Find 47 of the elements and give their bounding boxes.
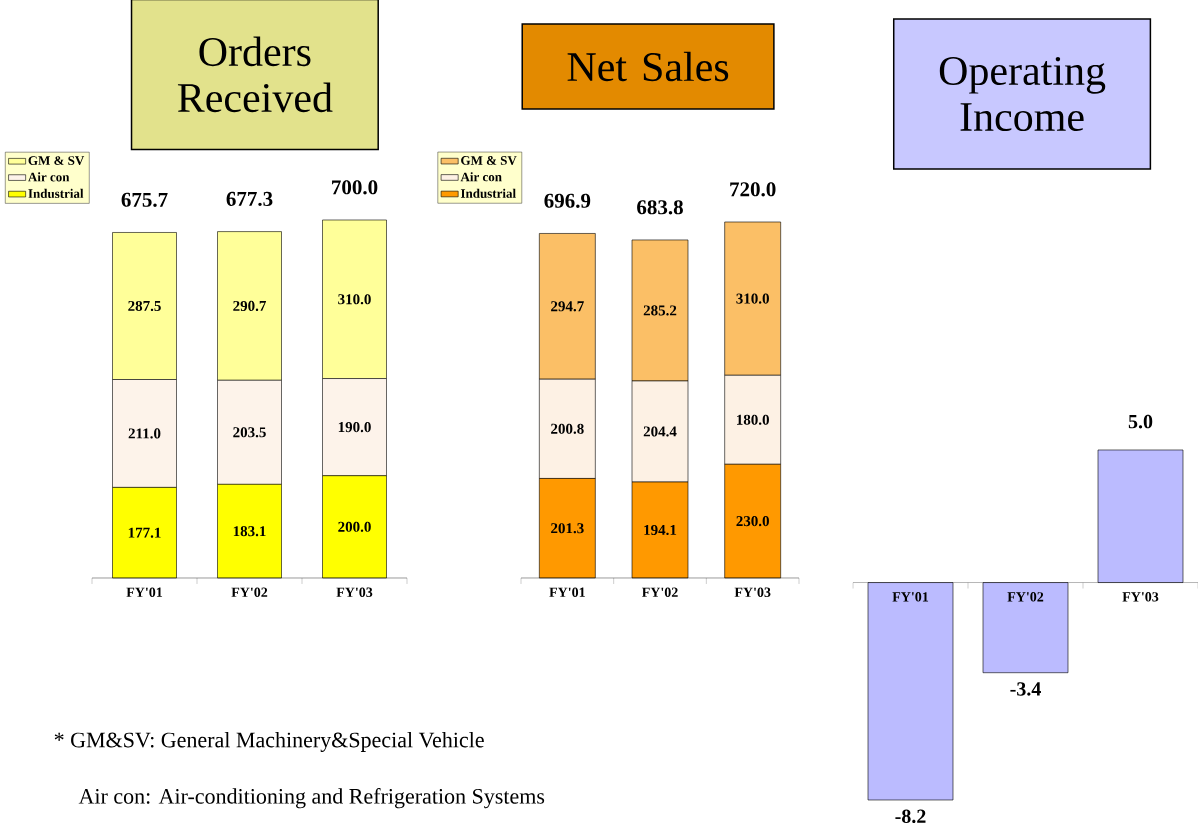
chart-title: Operating Income: [939, 56, 1106, 132]
data-label: 285.2: [643, 305, 677, 316]
data-label: -3.4: [1010, 682, 1041, 696]
data-label: 180.0: [737, 414, 769, 425]
total-label: 683.8: [637, 200, 683, 215]
total-label: 677.3: [226, 191, 273, 207]
total-label: 700.0: [332, 180, 378, 195]
data-label: 201.3: [551, 523, 584, 534]
chart-title: Net Sales: [567, 51, 729, 82]
x-tick-label: FY'01: [549, 587, 585, 597]
text: Air con: Air-conditioning and Refrigeration Systems: [78, 788, 545, 809]
x-tick-label: FY'02: [1007, 592, 1044, 602]
legend-label: GM & SV: [28, 156, 85, 166]
legend-label: Industrial: [28, 188, 84, 199]
text: * GM&SV: General Machinery&Special Vehicle: [54, 731, 484, 752]
data-label: 290.7: [233, 300, 267, 312]
data-label: 287.5: [128, 300, 161, 312]
legend-label: Air con: [460, 172, 502, 182]
data-label: 190.0: [338, 422, 371, 433]
total-label: 696.9: [544, 193, 591, 208]
data-label: 294.7: [551, 301, 584, 312]
data-label: 310.0: [338, 294, 371, 305]
legend-label: GM & SV: [461, 156, 517, 165]
data-label: -8.2: [895, 809, 926, 824]
data-label: 203.5: [233, 427, 266, 438]
x-tick-label: FY'02: [641, 587, 678, 597]
data-label: 5.0: [1128, 414, 1153, 429]
data-label: 200.8: [551, 423, 584, 434]
x-tick-label: FY'01: [892, 592, 929, 602]
x-tick-label: FY'03: [734, 587, 771, 597]
data-label: 204.4: [643, 426, 677, 437]
data-label: 211.0: [128, 428, 161, 439]
data-label: 200.0: [338, 521, 371, 532]
chart-title: Orders Received: [177, 36, 333, 113]
total-label: 675.7: [121, 192, 168, 207]
x-tick-label: FY'03: [1122, 592, 1159, 602]
x-tick-label: FY'01: [126, 587, 163, 597]
data-label: 310.0: [736, 293, 769, 304]
legend-label: Air con: [28, 172, 70, 182]
legend-label: Industrial: [460, 188, 516, 198]
total-label: 720.0: [730, 182, 776, 197]
x-tick-label: FY'03: [336, 587, 373, 597]
x-tick-label: FY'02: [231, 587, 268, 597]
data-label: 194.1: [644, 524, 677, 536]
data-label: 230.0: [736, 516, 769, 527]
data-label: 177.1: [128, 527, 161, 538]
data-label: 183.1: [233, 526, 266, 537]
